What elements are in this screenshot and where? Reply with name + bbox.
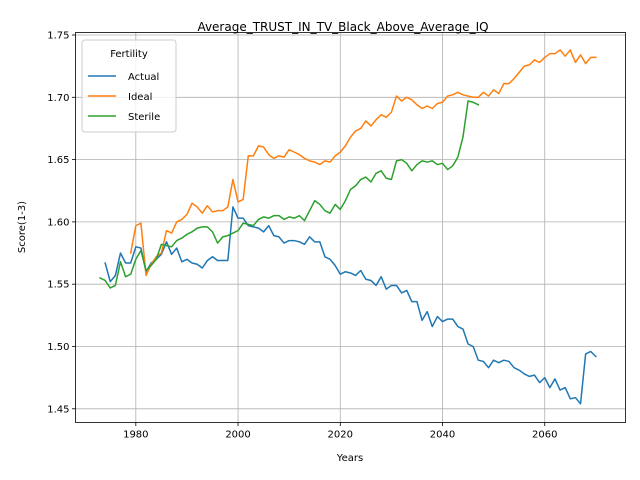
series-line-ideal (129, 49, 597, 277)
y-tick-label: 1.50 (47, 342, 69, 353)
series-lines (99, 49, 597, 405)
x-tick-label: 1980 (123, 430, 148, 441)
y-axis-label: Score(1-3) (17, 201, 28, 253)
legend-label-ideal: Ideal (128, 92, 152, 103)
legend-box (81, 39, 177, 133)
chart-title: Average_TRUST_IN_TV_Black_Above_Average_… (197, 20, 488, 34)
legend-label-sterile: Sterile (128, 112, 160, 123)
x-tick-label: 2040 (430, 430, 455, 441)
x-tick-label: 2000 (225, 430, 250, 441)
x-tick-label: 2060 (532, 430, 557, 441)
y-tick-label: 1.55 (47, 280, 69, 291)
x-axis-label: Years (336, 453, 363, 464)
legend-title: Fertility (110, 49, 148, 60)
series-line-actual (104, 206, 597, 405)
series-line-sterile (99, 100, 480, 289)
plot-frame (75, 32, 626, 423)
grid-lines (75, 32, 626, 423)
y-tick-label: 1.75 (47, 30, 69, 41)
y-tick-label: 1.45 (47, 404, 69, 415)
x-tick-label: 2020 (328, 430, 353, 441)
axis-ticks: 1980 2000 2020 2040 2060 1.45 1.50 1.55 1.60 1.65… (47, 30, 557, 440)
y-tick-label: 1.60 (47, 217, 69, 228)
legend: Fertility Actual Ideal Sterile (81, 39, 177, 133)
y-tick-label: 1.65 (47, 155, 69, 166)
y-tick-label: 1.70 (47, 93, 69, 104)
legend-label-actual: Actual (128, 72, 159, 83)
